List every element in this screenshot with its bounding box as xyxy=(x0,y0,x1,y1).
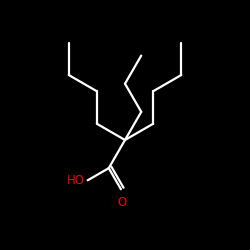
Text: O: O xyxy=(118,196,127,208)
Text: HO: HO xyxy=(67,174,85,187)
